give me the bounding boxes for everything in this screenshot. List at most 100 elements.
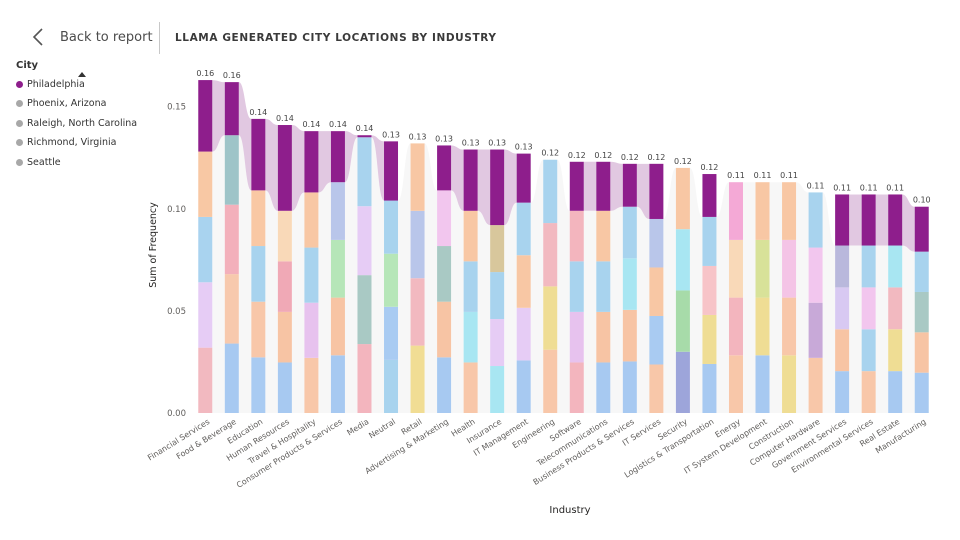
bar-philadelphia	[914, 206, 929, 252]
ribbon-other	[212, 135, 225, 414]
bar-segment	[251, 301, 266, 358]
ribbon-other	[636, 206, 650, 413]
bar-segment	[543, 349, 558, 413]
legend-item-phoenix[interactable]: Phoenix, Arizona	[16, 95, 137, 114]
legend-label: Richmond, Virginia	[27, 137, 117, 149]
data-label: 0.12	[541, 149, 559, 158]
bar-segment	[888, 245, 903, 288]
bar-segment	[516, 307, 531, 361]
data-label: 0.12	[568, 151, 586, 160]
ribbon-other	[318, 182, 331, 413]
bar-segment	[808, 357, 823, 413]
bar-segment	[224, 135, 239, 205]
data-label: 0.11	[833, 183, 851, 192]
legend-dot	[16, 158, 23, 166]
y-axis-title: Sum of Frequency	[148, 202, 159, 288]
data-label: 0.12	[594, 151, 612, 160]
sort-ascending-icon[interactable]	[78, 72, 86, 77]
bar-philadelphia	[251, 118, 266, 191]
ribbon-other	[398, 143, 411, 413]
back-to-report-button[interactable]: Back to report	[30, 26, 153, 48]
legend-item-richmond[interactable]: Richmond, Virginia	[16, 134, 137, 153]
bar-segment	[357, 275, 372, 345]
y-tick-label: 0.00	[167, 409, 186, 419]
bar-philadelphia	[516, 153, 531, 203]
bar-philadelphia	[596, 161, 611, 211]
data-label: 0.12	[674, 157, 692, 166]
bar-philadelphia	[277, 125, 292, 211]
data-label: 0.11	[860, 183, 878, 192]
ribbon-other	[796, 182, 809, 413]
data-label: 0.11	[727, 171, 745, 180]
bar-segment	[277, 311, 292, 363]
data-label: 0.13	[435, 134, 453, 143]
bar-segment	[357, 206, 372, 276]
bar-segment	[861, 245, 876, 288]
bar-segment	[277, 362, 292, 413]
ribbon-philadelphia	[371, 135, 385, 201]
bar-segment	[224, 274, 239, 344]
bar-philadelphia	[304, 131, 319, 193]
bar-philadelphia	[861, 194, 876, 246]
bar-segment	[357, 137, 372, 207]
ribbon-other	[238, 135, 252, 414]
bar-segment	[437, 301, 452, 358]
ribbon-other	[344, 137, 358, 414]
bar-segment	[596, 362, 611, 413]
legend-item-raleigh[interactable]: Raleigh, North Carolina	[16, 114, 137, 133]
ribbon-other	[742, 182, 756, 413]
data-label: 0.11	[780, 171, 798, 180]
chevron-left-icon	[32, 28, 43, 46]
bar-segment	[675, 167, 690, 230]
bar-segment	[782, 239, 797, 298]
bar-segment	[861, 371, 876, 413]
header-divider	[159, 22, 160, 54]
bar-segment	[224, 204, 239, 275]
y-tick-label: 0.05	[167, 307, 186, 317]
ribbon-other	[689, 167, 703, 413]
bar-segment	[277, 210, 292, 262]
legend-label: Phoenix, Arizona	[27, 98, 107, 110]
bar-philadelphia	[224, 82, 239, 136]
bar-segment	[888, 329, 903, 372]
ribbon-other	[663, 167, 676, 413]
bar-segment	[596, 261, 611, 312]
legend-item-philadelphia[interactable]: Philadelphia	[16, 75, 137, 94]
bar-segment	[304, 357, 319, 413]
ribbon-other	[849, 245, 862, 413]
bar-segment	[304, 247, 319, 303]
bar-philadelphia	[490, 149, 505, 226]
ribbon-philadelphia	[291, 125, 305, 211]
bar-segment	[437, 357, 452, 413]
bar-segment	[463, 362, 478, 413]
bar-segment	[755, 239, 770, 298]
bar-segment	[914, 372, 929, 413]
data-label: 0.11	[886, 183, 904, 192]
legend-item-seattle[interactable]: Seattle	[16, 153, 137, 172]
bar-philadelphia	[437, 145, 452, 191]
bar-segment	[543, 223, 558, 287]
bar-philadelphia	[649, 163, 664, 219]
bar-segment	[569, 311, 584, 363]
x-tick-label: Neutral	[367, 417, 397, 440]
ribbon-philadelphia	[265, 118, 278, 211]
data-label: 0.14	[276, 114, 294, 123]
bar-philadelphia	[569, 161, 584, 211]
bar-segment	[410, 210, 425, 279]
ribbon-other	[371, 137, 385, 414]
back-to-report-label: Back to report	[60, 29, 153, 45]
bar-segment	[808, 302, 823, 358]
ribbon-other	[769, 182, 783, 413]
bar-segment	[490, 272, 505, 320]
y-tick-label: 0.15	[167, 103, 186, 113]
bar-segment	[543, 286, 558, 350]
bar-segment	[755, 355, 770, 413]
bar-segment	[384, 306, 399, 360]
bar-segment	[622, 361, 637, 413]
bar-segment	[914, 332, 929, 373]
bar-segment	[914, 291, 929, 333]
bar-segment	[410, 278, 425, 346]
bar-segment	[675, 351, 690, 413]
legend-label: Seattle	[27, 156, 61, 168]
bar-segment	[277, 261, 292, 312]
